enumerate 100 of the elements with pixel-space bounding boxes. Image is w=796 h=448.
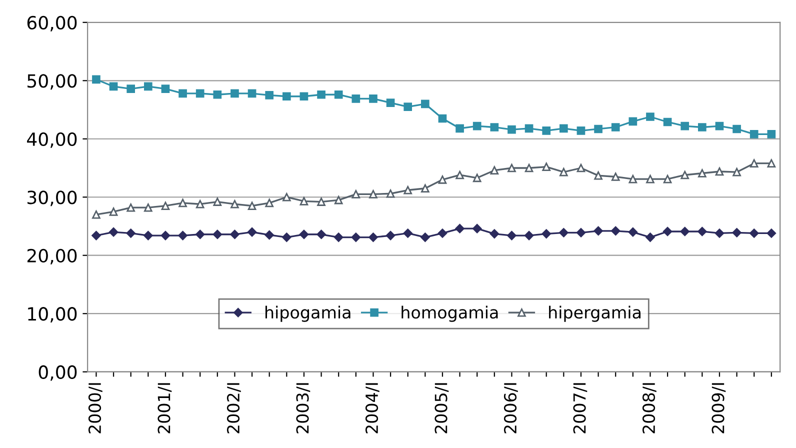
- point: [369, 94, 378, 103]
- x-tick-label: 2004/I: [365, 383, 380, 434]
- x-tick-label: 2009/I: [712, 383, 726, 434]
- point: [472, 122, 482, 130]
- point: [490, 229, 500, 238]
- y-tick-label: 50,00: [28, 74, 77, 90]
- point: [178, 230, 188, 240]
- legend-label: hipergamia: [549, 306, 640, 322]
- point: [386, 230, 396, 240]
- point: [767, 159, 776, 168]
- point: [594, 171, 602, 180]
- point: [316, 230, 326, 240]
- point: [299, 230, 309, 240]
- x-tick-label: 2006/I: [504, 383, 518, 434]
- point: [472, 174, 482, 182]
- point: [456, 124, 464, 133]
- point: [594, 226, 603, 236]
- point: [438, 114, 447, 123]
- point: [213, 198, 222, 206]
- point: [715, 167, 724, 176]
- point: [715, 122, 724, 130]
- point: [126, 84, 136, 93]
- y-tick-label: 30,00: [28, 190, 77, 206]
- point: [732, 168, 741, 176]
- point: [663, 118, 672, 126]
- point: [404, 186, 412, 194]
- point: [472, 224, 482, 234]
- point: [196, 200, 204, 208]
- point: [369, 190, 378, 198]
- y-tick-label: 40,00: [27, 132, 77, 148]
- point: [352, 190, 360, 198]
- point: [178, 89, 187, 98]
- point: [161, 202, 170, 210]
- point: [750, 159, 758, 168]
- point: [300, 92, 308, 101]
- point: [230, 89, 239, 98]
- point: [749, 228, 759, 238]
- point: [611, 172, 620, 181]
- point: [663, 174, 672, 184]
- point: [352, 94, 360, 103]
- x-tick-label: 2002/I: [226, 383, 241, 434]
- point: [161, 84, 170, 93]
- point: [334, 196, 343, 204]
- point: [300, 197, 308, 206]
- point: [195, 230, 205, 240]
- point: [420, 232, 430, 242]
- x-tick-label: 2005/I: [434, 383, 449, 434]
- point: [420, 100, 430, 108]
- point: [160, 230, 170, 240]
- point: [524, 164, 534, 172]
- point: [178, 198, 187, 208]
- y-tick-label: 60,00: [27, 16, 77, 32]
- point: [386, 189, 395, 198]
- point: [611, 123, 620, 132]
- x-tick-label: 2001/I: [158, 383, 172, 434]
- point: [317, 90, 326, 99]
- point: [594, 124, 602, 134]
- point: [403, 228, 412, 238]
- point: [455, 224, 464, 234]
- point: [248, 89, 256, 98]
- point: [265, 198, 274, 208]
- point: [490, 166, 499, 174]
- point: [230, 200, 239, 208]
- point: [628, 227, 638, 237]
- point: [212, 230, 222, 240]
- y-tick-label: 0,00: [38, 365, 77, 381]
- point: [680, 226, 690, 236]
- point: [732, 124, 741, 134]
- point: [698, 169, 706, 178]
- point: [438, 228, 448, 238]
- point: [576, 228, 586, 238]
- point: [542, 126, 551, 135]
- point: [213, 90, 222, 99]
- point: [282, 232, 292, 242]
- legend-label: hipogamia: [265, 306, 350, 322]
- point: [109, 82, 118, 91]
- point: [144, 203, 152, 212]
- point: [750, 130, 758, 138]
- point: [524, 124, 534, 133]
- point: [368, 232, 378, 242]
- point: [247, 227, 257, 237]
- point: [560, 124, 568, 133]
- point: [508, 164, 516, 172]
- legend-label: homogamia: [402, 306, 498, 322]
- point: [698, 123, 706, 132]
- point: [264, 230, 274, 240]
- point: [248, 202, 256, 210]
- point: [456, 170, 464, 180]
- point: [420, 184, 430, 193]
- point: [576, 164, 586, 172]
- point: [680, 122, 690, 130]
- point: [265, 91, 274, 100]
- point: [646, 174, 654, 184]
- point: [386, 98, 395, 107]
- point: [334, 90, 343, 99]
- point: [766, 228, 776, 238]
- point: [524, 230, 534, 240]
- point: [334, 232, 344, 242]
- point: [404, 102, 412, 112]
- point: [698, 226, 707, 236]
